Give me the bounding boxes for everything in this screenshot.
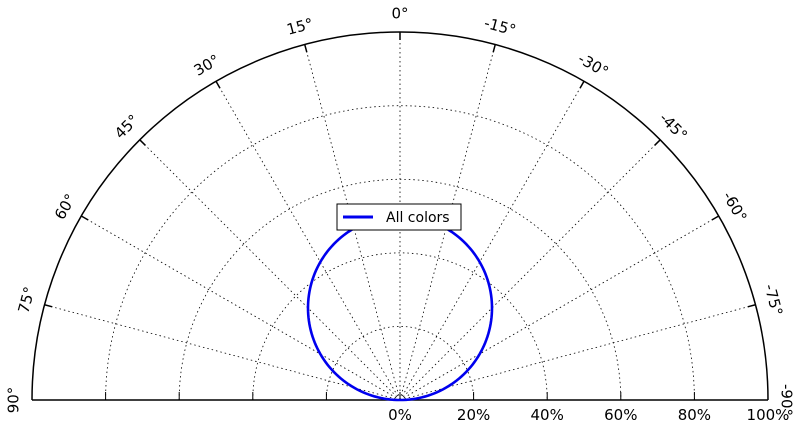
- grid-layer: [44, 32, 756, 401]
- angle-tick-label: -90°: [778, 384, 796, 416]
- angular-grid-line: [399, 215, 719, 401]
- angle-tick-mark: [492, 44, 496, 53]
- angle-tick-label: 90°: [5, 387, 23, 414]
- angle-tick-mark: [139, 139, 146, 146]
- radial-tick-label: 0%: [388, 406, 412, 424]
- angle-tick-label: -15°: [482, 14, 518, 40]
- legend-label: All colors: [386, 210, 450, 226]
- radial-grid-arc: [105, 105, 695, 401]
- angle-tick-mark: [711, 215, 720, 221]
- angle-tick-mark: [654, 139, 661, 146]
- angle-tick-label: 60°: [51, 191, 80, 223]
- angular-grid-line: [139, 139, 401, 401]
- angle-tick-mark: [215, 80, 221, 89]
- angular-grid-line: [399, 304, 756, 401]
- radial-tick-label: 80%: [678, 406, 711, 424]
- angle-tick-mark: [747, 304, 756, 308]
- angle-tick-label: -75°: [760, 282, 786, 318]
- angle-tick-label: 30°: [191, 51, 223, 80]
- angle-tick-label: 0°: [391, 5, 408, 23]
- angle-tick-label: -30°: [575, 49, 612, 81]
- angle-tick-mark: [304, 44, 308, 53]
- legend-box: [336, 203, 462, 231]
- angle-tick-mark: [80, 215, 89, 221]
- angle-tick-label: 15°: [285, 15, 315, 39]
- angular-grid-line: [215, 81, 401, 401]
- angular-grid-line: [81, 215, 401, 401]
- angle-tick-mark: [44, 304, 53, 308]
- angle-tick-label: 45°: [111, 111, 143, 143]
- radial-tick-label: 100%: [747, 406, 790, 424]
- angle-tick-label: -45°: [656, 109, 691, 144]
- angle-tick-label: 75°: [15, 285, 39, 315]
- angular-grid-line: [399, 81, 585, 401]
- radial-tick-label: 20%: [457, 406, 490, 424]
- radial-tick-label: 60%: [604, 406, 637, 424]
- angle-tick-mark: [579, 80, 585, 89]
- angular-grid-line: [304, 44, 401, 401]
- angular-grid-line: [44, 304, 401, 401]
- angle-tick-label: -60°: [719, 188, 751, 225]
- radial-tick-label: 40%: [531, 406, 564, 424]
- angular-grid-line: [399, 139, 661, 401]
- radial-grid-arc: [252, 252, 548, 401]
- legend: All colors: [336, 203, 462, 231]
- angular-grid-line: [399, 44, 496, 401]
